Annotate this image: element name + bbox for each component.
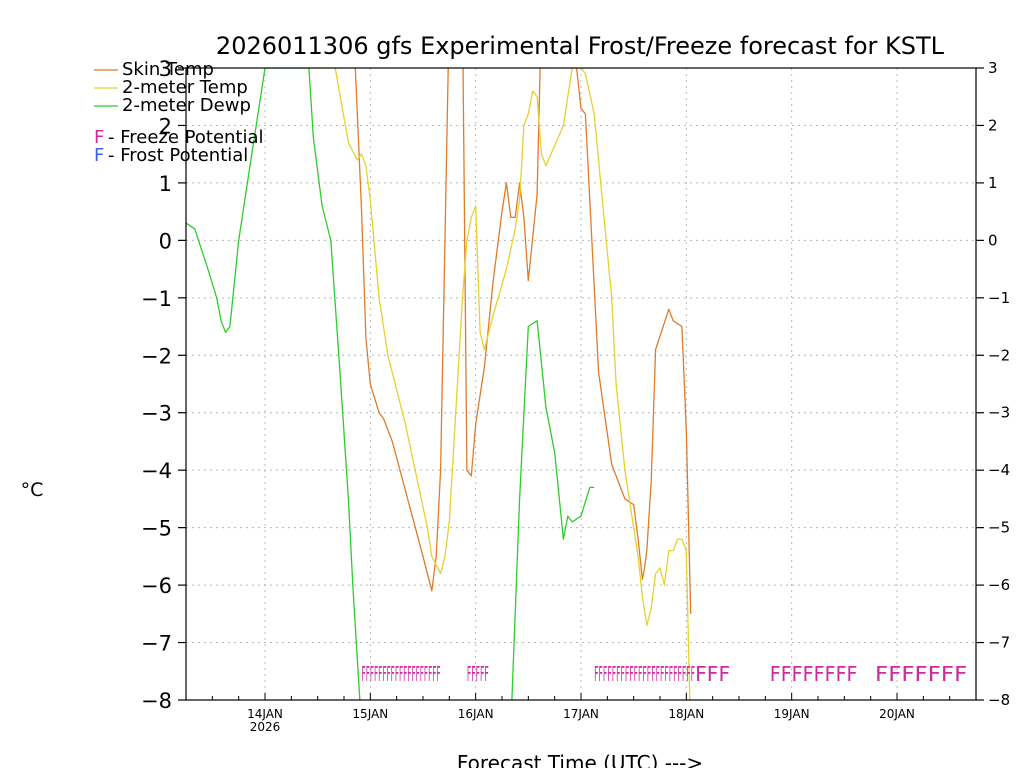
x-tick-label: 20JAN: [879, 707, 915, 721]
y-tick-label-right: 0: [988, 231, 998, 249]
y-tick-label-right: −5: [988, 519, 1010, 537]
y-tick-label-right: 2: [988, 116, 998, 134]
y-tick-label-left: −1: [141, 287, 172, 311]
y-tick-label-left: −3: [141, 402, 172, 426]
legend-label: Skin Temp: [122, 59, 214, 80]
legend-marker-symbol: F: [94, 127, 104, 148]
y-tick-label-left: 1: [159, 172, 172, 196]
y-tick-label-right: −1: [988, 289, 1010, 307]
freeze-mark-group: FFFFF: [467, 662, 489, 686]
chart-title: 2026011306 gfs Experimental Frost/Freeze…: [216, 32, 945, 60]
x-tick-sublabel: 2026: [250, 720, 281, 734]
y-tick-label-left: −6: [141, 574, 172, 598]
axes: −8 −8 −7 −7 −6 −6 −5 −5 −4 −4 −3 −3 −2 −2 −1 −1 0 0 1 1 2 2 3 3…: [141, 57, 1010, 734]
y-tick-label-right: 3: [988, 59, 998, 77]
y-tick-label-left: 3: [159, 57, 172, 81]
y-tick-label-right: −7: [988, 634, 1010, 652]
x-tick-label: 19JAN: [774, 707, 810, 721]
x-tick-label: 14JAN: [247, 707, 283, 721]
freeze-potential-marks: FFFFFFFFFFFFFFFFFFF FFFFF FFFFFFFFFFFFFFFF…: [362, 662, 968, 686]
x-axis-label: Forecast Time (UTC) --->: [457, 751, 703, 768]
legend-label: 2-meter Dewp: [122, 95, 251, 116]
freeze-mark-group: FFFFFFF: [875, 662, 967, 686]
freeze-mark-group: FFF: [695, 662, 730, 686]
y-tick-label-left: −4: [141, 459, 172, 483]
freeze-mark-group: FFFFFFFF: [770, 662, 858, 686]
x-tick-label: 17JAN: [563, 707, 599, 721]
series-line-2-meter-dewp: [186, 68, 595, 700]
y-tick-label-left: −5: [141, 517, 172, 541]
x-tick-label: 15JAN: [352, 707, 388, 721]
legend-marker-label: - Frost Potential: [108, 145, 248, 166]
y-tick-label-right: −6: [988, 576, 1010, 594]
y-tick-label-left: 0: [159, 229, 172, 253]
y-axis-label: °C: [21, 479, 44, 501]
legend-marker-label: - Freeze Potential: [108, 127, 264, 148]
y-tick-label-left: −7: [141, 632, 172, 656]
series-line-skin-temp: [354, 68, 692, 614]
freeze-mark-group: FFFFFFFFFFFFFFFFFFF: [362, 662, 441, 686]
y-tick-label-right: −8: [988, 691, 1010, 709]
y-tick-label-right: −4: [988, 461, 1010, 479]
y-tick-label-left: −2: [141, 344, 172, 368]
freeze-mark-group: FFFFFFFFFFFFFFFFFFFFFFF: [594, 662, 695, 686]
data-series: [186, 68, 692, 700]
series-line-2-meter-temp: [304, 68, 691, 700]
legend-label: 2-meter Temp: [122, 77, 248, 98]
y-tick-label-right: −2: [988, 346, 1010, 364]
y-tick-label-right: −3: [988, 404, 1010, 422]
y-tick-label-right: 1: [988, 174, 998, 192]
y-tick-label-left: −8: [141, 689, 172, 713]
x-tick-label: 16JAN: [458, 707, 494, 721]
x-tick-label: 18JAN: [668, 707, 704, 721]
y-tick-label-left: 2: [159, 114, 172, 138]
legend-marker-symbol: F: [94, 145, 104, 166]
